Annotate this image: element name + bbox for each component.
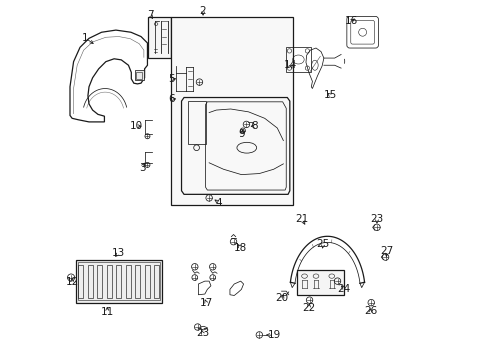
Text: 9: 9 (238, 129, 245, 139)
Text: 17: 17 (199, 298, 213, 308)
Text: 8: 8 (252, 121, 258, 131)
Text: 4: 4 (216, 198, 222, 208)
Text: 12: 12 (66, 277, 79, 287)
Text: 27: 27 (380, 246, 393, 256)
Text: 21: 21 (295, 214, 308, 224)
FancyBboxPatch shape (148, 17, 171, 58)
Text: 23: 23 (370, 215, 384, 224)
Text: 1: 1 (81, 33, 88, 42)
Text: 11: 11 (100, 307, 114, 317)
Text: 23: 23 (196, 328, 209, 338)
Text: 13: 13 (112, 248, 125, 258)
Text: 2: 2 (200, 6, 206, 17)
Text: 22: 22 (302, 303, 316, 314)
Text: 3: 3 (139, 163, 146, 173)
Text: 7: 7 (147, 10, 154, 20)
Text: 19: 19 (268, 330, 281, 340)
Text: 26: 26 (364, 306, 377, 316)
Text: 14: 14 (284, 60, 297, 70)
FancyBboxPatch shape (76, 260, 162, 303)
FancyBboxPatch shape (171, 17, 293, 205)
Text: 5: 5 (169, 74, 175, 84)
Text: 6: 6 (169, 94, 175, 104)
Text: 24: 24 (337, 284, 351, 294)
Text: 16: 16 (345, 16, 359, 26)
Text: 15: 15 (324, 90, 337, 100)
Text: 20: 20 (276, 293, 289, 303)
FancyBboxPatch shape (135, 70, 144, 80)
Text: 10: 10 (129, 121, 143, 131)
Text: 25: 25 (317, 239, 330, 249)
Text: 18: 18 (234, 243, 247, 253)
FancyBboxPatch shape (297, 270, 343, 296)
